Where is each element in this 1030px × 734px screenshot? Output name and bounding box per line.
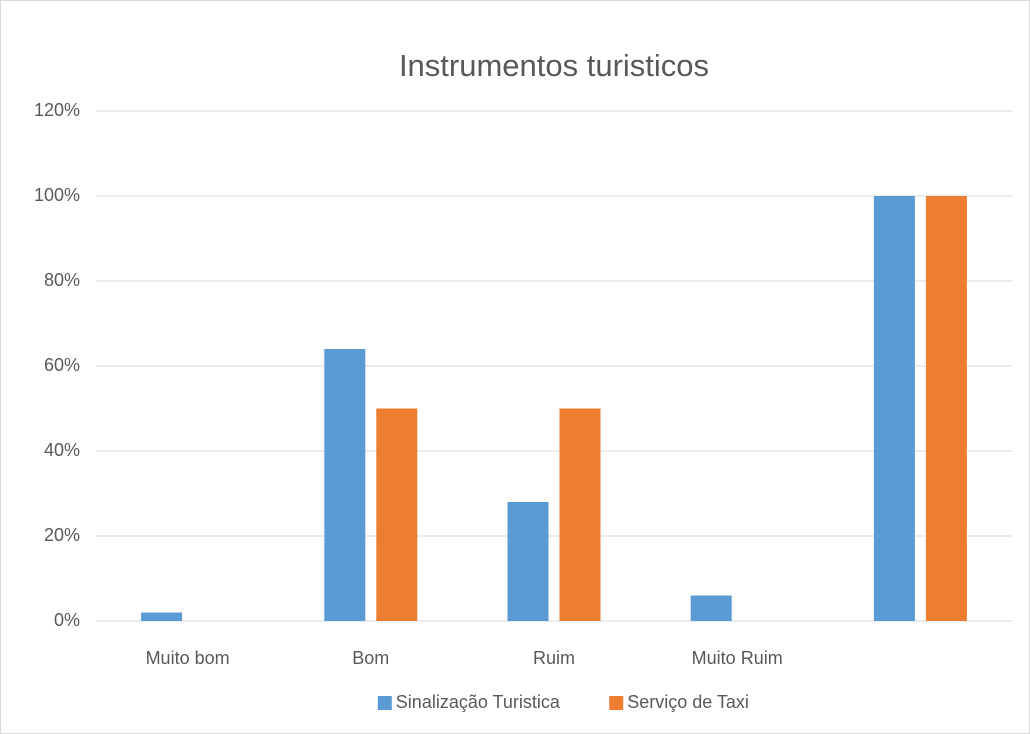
bar: [690, 595, 732, 621]
bar: [873, 196, 915, 621]
x-tick-label: Muito Ruim: [692, 648, 783, 668]
y-tick-label: 60%: [44, 355, 80, 375]
y-tick-label: 120%: [34, 100, 80, 120]
y-tick-label: 80%: [44, 270, 80, 290]
chart-title: Instrumentos turisticos: [399, 48, 709, 83]
bar: [324, 349, 366, 621]
bar: [376, 408, 418, 621]
x-tick-label: Muito bom: [146, 648, 230, 668]
y-tick-label: 40%: [44, 440, 80, 460]
bar: [507, 502, 549, 621]
y-tick-label: 20%: [44, 525, 80, 545]
x-tick-label: Ruim: [533, 648, 575, 668]
y-tick-label: 100%: [34, 185, 80, 205]
y-tick-label: 0%: [54, 610, 80, 630]
bar: [559, 408, 601, 621]
legend-swatch: [609, 696, 624, 710]
bar: [925, 196, 967, 621]
x-tick-label: Bom: [352, 648, 389, 668]
legend-label: Serviço de Taxi: [627, 692, 749, 712]
bar: [141, 612, 183, 621]
legend-label: Sinalização Turistica: [396, 692, 561, 712]
legend-swatch: [377, 696, 392, 710]
